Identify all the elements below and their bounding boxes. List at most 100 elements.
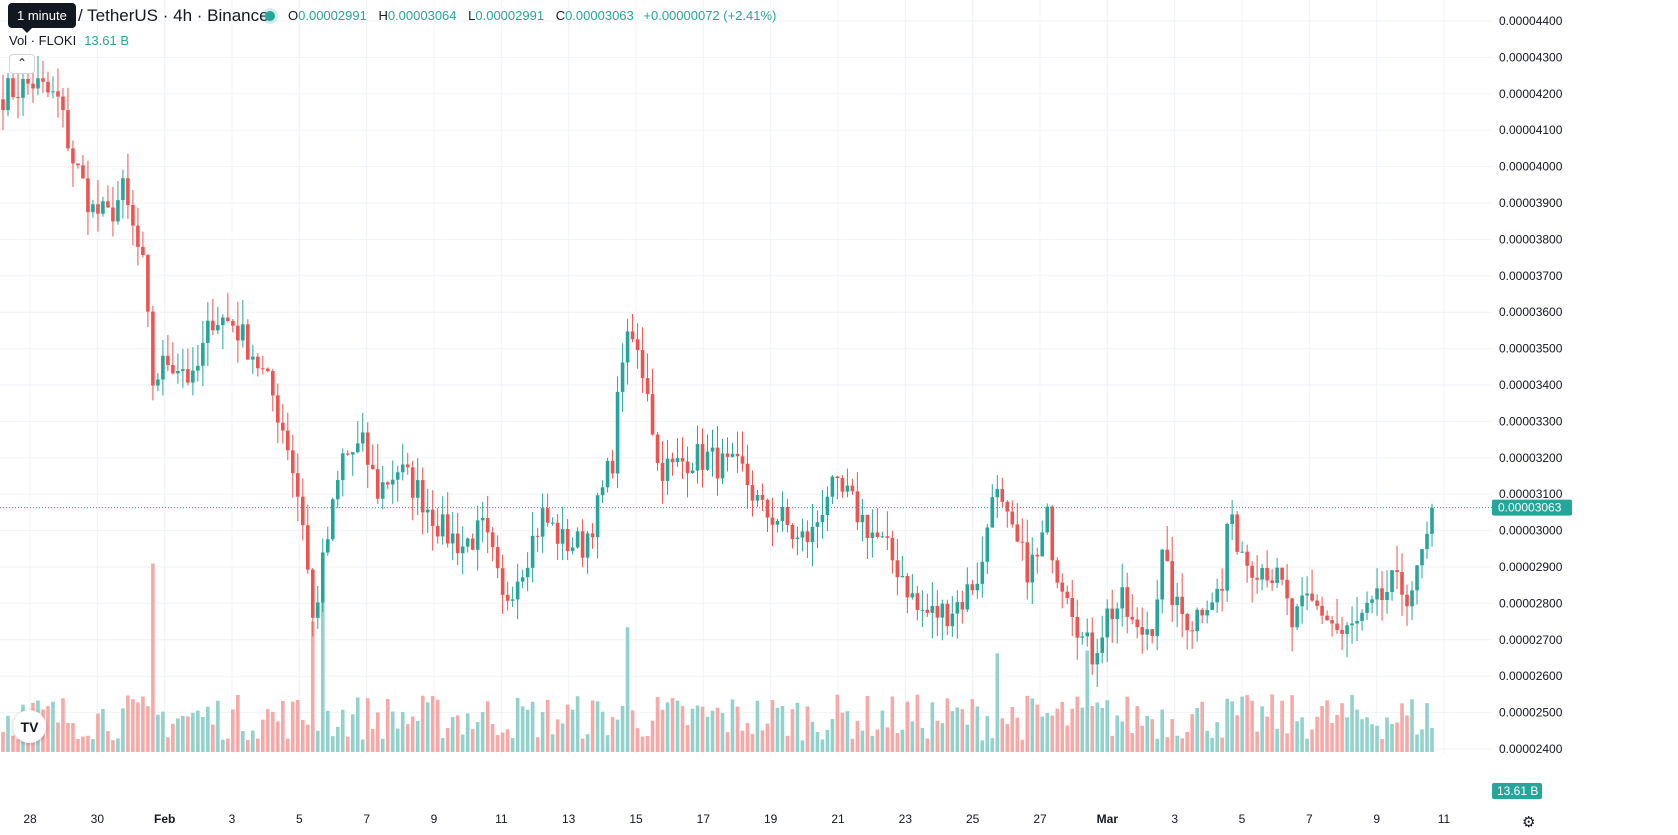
candle-body [81,165,85,179]
candle-body [910,593,915,598]
candle-body [990,497,995,528]
volume-bar [1365,717,1369,752]
volume-bar [1220,737,1224,752]
volume-bar [805,706,810,752]
candle-body [515,581,520,600]
candle-body [1095,653,1100,665]
volume-bar [56,722,60,752]
volume-bar [151,563,155,752]
candle-body [1320,605,1324,616]
candle-body [1215,588,1219,603]
candle-body [1365,602,1369,613]
candle-body [295,473,300,497]
candle-body [985,527,990,562]
volume-bar [555,719,560,752]
volume-bar [710,710,715,752]
price-tick-label: 0.00002600 [1499,669,1563,683]
candle-body [785,507,790,526]
volume-bar [640,736,645,752]
candle-body [830,476,835,497]
price-tick-label: 0.00002400 [1499,742,1563,756]
candle-body [1160,549,1164,600]
volume-bar [71,723,75,752]
volume-bar [840,712,845,752]
volume-bar [1330,723,1334,752]
candle-body [290,450,295,474]
volume-bar [256,738,260,752]
price-tick-label: 0.00004100 [1499,123,1563,137]
volume-bar [580,738,585,752]
volume-bar [1275,728,1279,752]
candle-body [1200,609,1204,616]
candle-body [825,496,830,515]
candle-body [700,444,705,470]
candle-body [141,246,145,256]
candle-body [1385,591,1389,600]
candle-body [505,594,510,601]
price-axis[interactable]: 0.00004400 0.00004300 0.00004200 0.00004100… [1492,0,1678,835]
volume-bar [990,738,995,752]
candle-body [880,536,885,538]
volume-bar [16,739,20,752]
symbol-title[interactable]: / TetherUS · 4h · Binance [78,6,269,25]
low-label: L [468,8,476,23]
candle-body [1055,560,1060,583]
volume-bar [1025,695,1030,752]
volume-bar [1085,650,1090,752]
volume-bar [1390,723,1394,752]
volume-bar [266,709,270,752]
candle-body [410,467,415,498]
candle-body [271,371,275,396]
volume-legend[interactable]: Vol · FLOKI 13.61 B [9,33,129,48]
volume-bar [116,738,120,752]
volume-bar [1395,722,1399,752]
time-axis[interactable]: 28 30 Feb 3 5 7 9 11 13 15 17 19 21 23 25 27 Mar 3 5 7 9 11 [0,805,1492,835]
gear-icon[interactable]: ⚙ [1522,814,1536,831]
candle-body [1415,565,1419,591]
volume-bar [650,720,655,752]
candle-body [276,395,280,423]
collapse-legend-button[interactable]: ⌃ [9,54,35,74]
volume-bar [830,719,835,752]
candle-body [1310,593,1314,601]
volume-bar [940,723,945,752]
candle-body [1420,549,1424,566]
volume-bar [525,709,530,752]
candle-body [181,369,185,372]
candle-body [760,494,765,500]
volume-bar [1175,735,1179,752]
volume-bar [955,707,960,752]
volume-bar [1145,715,1149,752]
volume-bar [1385,717,1389,752]
candle-body [335,480,340,500]
volume-bar [530,701,535,752]
candle-body [26,79,30,84]
volume-bar [445,727,450,752]
volume-bar [1055,708,1060,752]
volume-bar [695,705,700,752]
volume-bar [770,699,775,752]
volume-bar [1370,724,1374,752]
candle-body [36,78,40,89]
candle-body [465,538,470,547]
candle-body [1300,595,1304,607]
volume-bar [1070,708,1075,752]
candle-body [86,178,90,213]
candle-body [211,320,215,331]
volume-bar [545,699,550,752]
volume-bar [410,716,415,752]
candle-body [1235,514,1239,552]
candle-body [390,479,395,485]
volume-bar [560,723,565,752]
candle-body [655,434,660,463]
candle-body [370,464,375,470]
candle-body [1305,593,1309,596]
tradingview-logo[interactable]: TV [13,710,46,743]
candle-body [730,453,735,457]
volume-bar [475,722,480,752]
market-status-icon[interactable] [265,11,275,21]
candle-body [565,529,570,552]
volume-bar [915,694,920,752]
candle-body [1045,506,1050,533]
